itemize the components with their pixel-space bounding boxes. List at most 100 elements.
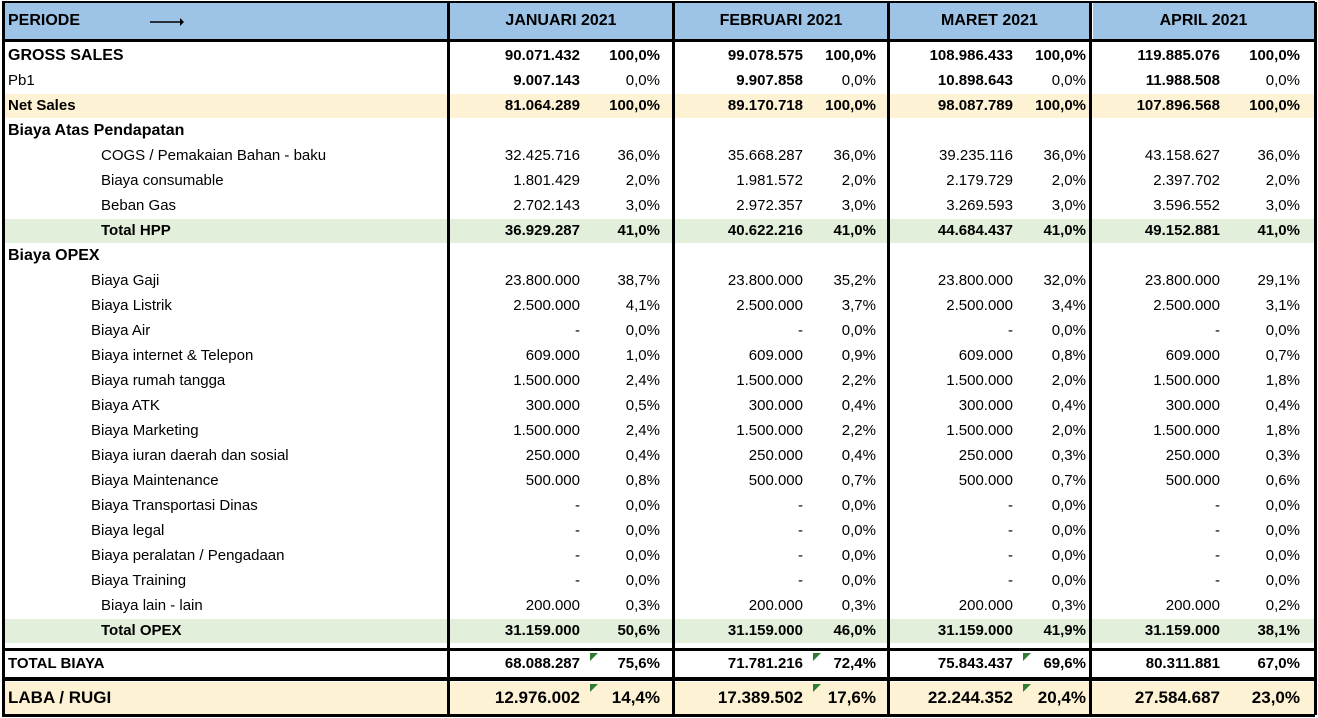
cell-percent: 0,4% [1051, 397, 1086, 414]
cell-value: 119.885.076 [1137, 47, 1220, 64]
summary-percent: 17,6% [827, 688, 876, 707]
cell-value: 31.159.000 [1144, 622, 1220, 639]
row-label: Biaya lain - lain [101, 597, 203, 614]
cell-percent: 0,0% [625, 547, 660, 564]
summary-highlight [2, 682, 1314, 714]
row-label: Biaya Atas Pendapatan [8, 122, 185, 139]
cell-percent: 0,4% [625, 447, 660, 464]
cell-percent: 2,0% [1051, 372, 1086, 389]
summary-percent: 69,6% [1043, 655, 1086, 672]
summary-label: LABA / RUGI [8, 688, 112, 707]
column-border [672, 2, 675, 715]
cell-value: 2.500.000 [1153, 297, 1220, 314]
cell-value: 9.907.858 [736, 72, 803, 89]
cell-comment-marker [813, 684, 821, 692]
cell-percent: 0,3% [625, 597, 660, 614]
row-label: GROSS SALES [8, 47, 124, 64]
row-label: Net Sales [8, 97, 76, 114]
cell-percent: 0,0% [1051, 322, 1086, 339]
cell-value: 1.801.429 [513, 172, 580, 189]
cell-value: - [575, 547, 580, 564]
cell-percent: 2,0% [1051, 172, 1086, 189]
cell-percent: 100,0% [825, 47, 876, 64]
row-label: Biaya Gaji [91, 272, 160, 289]
header-month: FEBRUARI 2021 [719, 12, 843, 29]
cell-value: 300.000 [1165, 397, 1220, 414]
cell-percent: 0,0% [1265, 72, 1300, 89]
cell-percent: 46,0% [833, 622, 876, 639]
column-border [1314, 2, 1317, 715]
cell-value: 1.500.000 [513, 422, 580, 439]
cell-value: 2.397.702 [1153, 172, 1220, 189]
cell-percent: 0,0% [841, 522, 876, 539]
cell-percent: 2,0% [625, 172, 660, 189]
summary-percent: 20,4% [1037, 688, 1086, 707]
cell-percent: 3,4% [1051, 297, 1086, 314]
cell-percent: 35,2% [833, 272, 876, 289]
header-month: JANUARI 2021 [505, 12, 617, 29]
cell-value: 2.500.000 [513, 297, 580, 314]
cell-value: - [1008, 522, 1013, 539]
cell-value: - [1215, 322, 1220, 339]
cell-value: 609.000 [748, 347, 803, 364]
row-highlight [2, 94, 1314, 118]
cell-value: 250.000 [958, 447, 1013, 464]
cell-percent: 2,4% [625, 422, 660, 439]
summary-value: 27.584.687 [1134, 688, 1220, 707]
cell-comment-marker [1023, 684, 1031, 692]
cell-percent: 50,6% [617, 622, 660, 639]
cell-percent: 4,1% [625, 297, 660, 314]
cell-value: 40.622.216 [727, 222, 803, 239]
row-label: Biaya iuran daerah dan sosial [91, 447, 289, 464]
cell-value: - [575, 572, 580, 589]
cell-value: 43.158.627 [1144, 147, 1220, 164]
cell-value: 500.000 [525, 472, 580, 489]
cell-percent: 0,4% [841, 447, 876, 464]
row-border [2, 39, 1315, 42]
cell-value: 3.269.593 [946, 197, 1013, 214]
row-label: Biaya legal [91, 522, 165, 539]
row-label: Total HPP [101, 222, 171, 239]
cell-value: - [1008, 572, 1013, 589]
header-month-cell [890, 3, 1089, 39]
cell-percent: 36,0% [833, 147, 876, 164]
row-border [2, 1, 1315, 3]
cell-percent: 3,0% [1265, 197, 1300, 214]
summary-percent: 23,0% [1251, 688, 1300, 707]
header-month-cell [450, 3, 672, 39]
header-month-cell [675, 3, 887, 39]
cell-percent: 0,8% [625, 472, 660, 489]
row-label: Pb1 [8, 72, 35, 89]
cell-value: 500.000 [958, 472, 1013, 489]
cell-value: - [798, 322, 803, 339]
cell-percent: 36,0% [1043, 147, 1086, 164]
cell-percent: 0,4% [841, 397, 876, 414]
cell-percent: 0,7% [1265, 347, 1300, 364]
cell-value: 609.000 [1165, 347, 1220, 364]
cell-value: - [1215, 572, 1220, 589]
cell-value: - [798, 522, 803, 539]
cell-value: 3.596.552 [1153, 197, 1220, 214]
cell-value: 99.078.575 [727, 47, 803, 64]
cell-value: 200.000 [748, 597, 803, 614]
cell-percent: 0,0% [625, 497, 660, 514]
header-month: APRIL 2021 [1159, 12, 1248, 29]
cell-percent: 0,0% [841, 72, 876, 89]
cell-value: 32.425.716 [504, 147, 580, 164]
cell-value: - [1215, 522, 1220, 539]
cell-percent: 41,0% [833, 222, 876, 239]
cell-value: - [575, 522, 580, 539]
cell-percent: 3,0% [625, 197, 660, 214]
cell-percent: 29,1% [1257, 272, 1300, 289]
cell-value: 1.500.000 [513, 372, 580, 389]
cell-percent: 0,3% [1265, 447, 1300, 464]
cell-value: - [798, 497, 803, 514]
row-label: Biaya Maintenance [91, 472, 219, 489]
cell-value: 39.235.116 [939, 147, 1013, 164]
cell-value: 250.000 [748, 447, 803, 464]
cell-percent: 41,0% [617, 222, 660, 239]
summary-value: 75.843.437 [937, 655, 1013, 672]
cell-percent: 0,0% [1051, 522, 1086, 539]
cell-percent: 36,0% [1257, 147, 1300, 164]
summary-value: 22.244.352 [927, 688, 1013, 707]
